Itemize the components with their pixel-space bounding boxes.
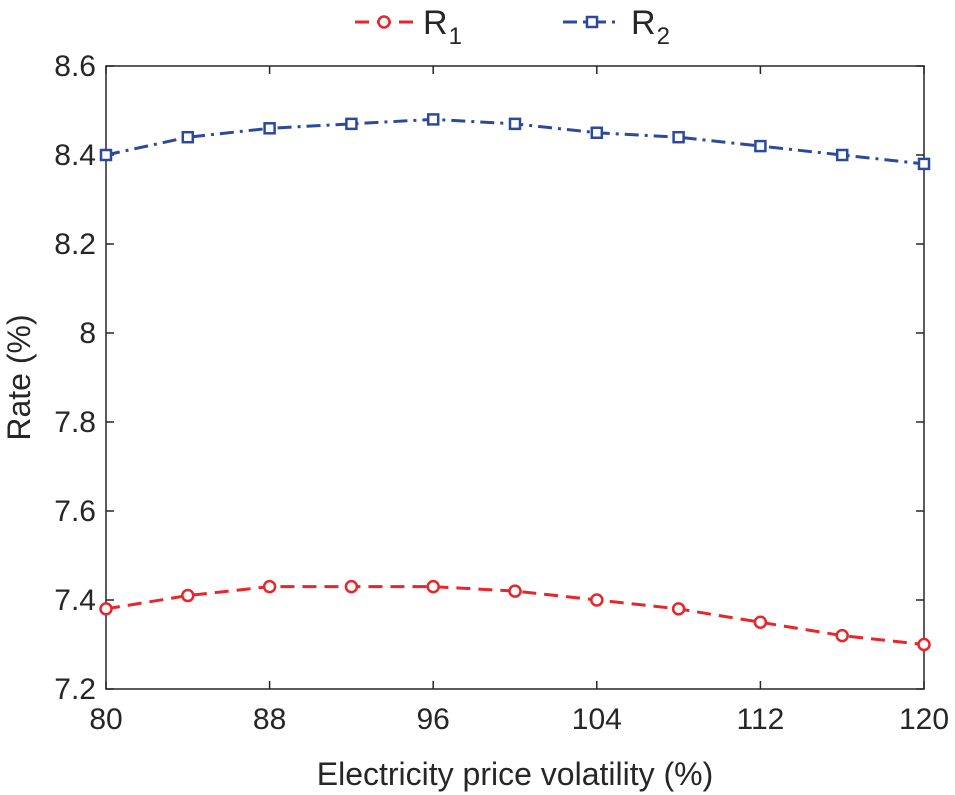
series-1-point bbox=[917, 637, 931, 652]
series-1-point bbox=[181, 588, 195, 603]
axis-tick-labels: 80 88 96 104 112 120 7.2 7.4 7.6 7.8 8 8.2 8.4 8.6 bbox=[54, 50, 949, 736]
y-tick-label: 8.4 bbox=[54, 139, 96, 172]
series-2 bbox=[99, 113, 931, 171]
series-1-point bbox=[426, 579, 440, 594]
y-tick-label: 7.2 bbox=[54, 673, 96, 706]
series-2-point bbox=[99, 148, 113, 162]
plot-area bbox=[105, 65, 925, 690]
x-tick-label: 80 bbox=[89, 703, 122, 736]
x-tick-label: 112 bbox=[736, 703, 784, 736]
series-2-point bbox=[835, 148, 849, 162]
series-1-line bbox=[105, 585, 925, 646]
series-1-point bbox=[590, 593, 604, 607]
y-tick-label: 7.8 bbox=[54, 406, 96, 439]
series-2-point bbox=[181, 130, 195, 144]
series-1-point bbox=[99, 602, 113, 616]
series-2-point bbox=[508, 117, 522, 131]
y-tick-label: 7.6 bbox=[54, 495, 96, 528]
series-2-point bbox=[426, 113, 440, 126]
series-1-point bbox=[262, 579, 277, 594]
legend: R1 R2 bbox=[355, 4, 670, 50]
series-2-point bbox=[917, 157, 931, 171]
y-tick-label: 8.6 bbox=[54, 50, 96, 83]
series-1 bbox=[99, 579, 931, 652]
y-axis-label: Rate (%) bbox=[1, 314, 37, 440]
y-tick-label: 8 bbox=[79, 317, 96, 350]
x-axis-label: Electricity price volatility (%) bbox=[317, 756, 714, 792]
series-layer bbox=[99, 113, 931, 652]
legend-label: R1 bbox=[423, 4, 462, 50]
x-tick-label: 96 bbox=[417, 703, 450, 736]
series-2-point bbox=[672, 130, 685, 144]
x-tick-label: 104 bbox=[572, 703, 622, 736]
x-tick-label: 88 bbox=[253, 703, 286, 736]
legend-label: R2 bbox=[631, 4, 670, 50]
y-tick-label: 8.2 bbox=[54, 228, 96, 261]
x-tick-label: 120 bbox=[899, 703, 949, 736]
y-tick-label: 7.4 bbox=[54, 584, 96, 617]
axis-ticks bbox=[105, 65, 925, 690]
legend-item-2: R2 bbox=[563, 4, 670, 50]
series-1-point bbox=[671, 602, 686, 616]
series-1-point bbox=[835, 628, 849, 643]
series-1-point bbox=[508, 584, 522, 598]
series-2-point bbox=[754, 139, 767, 153]
series-1-point bbox=[344, 579, 359, 594]
series-2-point bbox=[263, 122, 276, 135]
legend-item-1: R1 bbox=[355, 4, 462, 50]
series-2-point bbox=[345, 117, 358, 131]
series-2-point bbox=[590, 126, 604, 139]
legend-swatch-marker bbox=[585, 15, 599, 29]
series-1-point bbox=[753, 615, 768, 629]
legend-swatch-marker bbox=[377, 15, 391, 29]
